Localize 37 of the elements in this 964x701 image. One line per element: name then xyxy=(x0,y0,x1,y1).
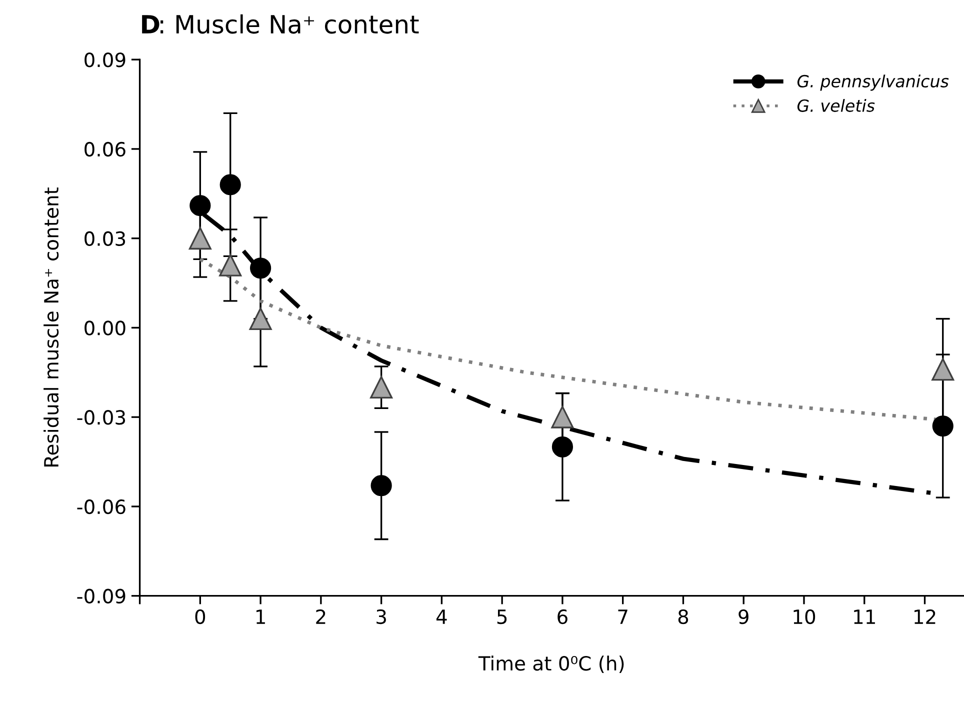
y-tick-label: -0.06 xyxy=(77,499,126,514)
y-axis-title: Residual muscle Na⁺ content xyxy=(44,188,59,466)
y-tick-label: -0.03 xyxy=(77,410,126,425)
point xyxy=(932,358,954,381)
chart-title: D: Muscle Na⁺ content xyxy=(142,14,419,34)
x-tick-label: 9 xyxy=(738,609,748,624)
legend-label: G. pennsylvanicus xyxy=(797,74,949,91)
point xyxy=(551,406,574,428)
point xyxy=(370,376,393,399)
legend-label: G. veletis xyxy=(797,99,875,112)
point xyxy=(370,475,392,496)
x-tick-label: 3 xyxy=(376,609,386,624)
x-tick-label: 8 xyxy=(678,609,688,624)
point xyxy=(190,195,211,216)
y-tick-label: 0.06 xyxy=(84,142,126,157)
x-axis-title: Time at 0⁰C (h) xyxy=(478,656,624,673)
point xyxy=(552,436,574,458)
x-tick-label: 1 xyxy=(256,610,265,624)
y-tick-label: 0.09 xyxy=(84,52,126,68)
x-tick-label: 5 xyxy=(497,610,507,624)
x-tick-label: 11 xyxy=(854,610,875,624)
x-tick-label: 2 xyxy=(316,609,326,624)
x-tick-label: 10 xyxy=(794,609,816,624)
point xyxy=(219,254,242,276)
point xyxy=(249,308,272,330)
x-tick-label: 0 xyxy=(195,609,206,624)
point xyxy=(188,227,212,250)
x-tick-label: 12 xyxy=(914,609,936,624)
y-tick-label: -0.09 xyxy=(77,588,126,604)
x-tick-label: 4 xyxy=(436,610,447,624)
point xyxy=(220,174,241,196)
y-tick-label: 0.00 xyxy=(84,320,126,336)
y-tick-label: 0.03 xyxy=(84,231,126,246)
x-tick-label: 6 xyxy=(558,609,568,624)
point xyxy=(250,258,272,279)
point xyxy=(932,415,954,437)
x-tick-label: 7 xyxy=(618,610,628,624)
